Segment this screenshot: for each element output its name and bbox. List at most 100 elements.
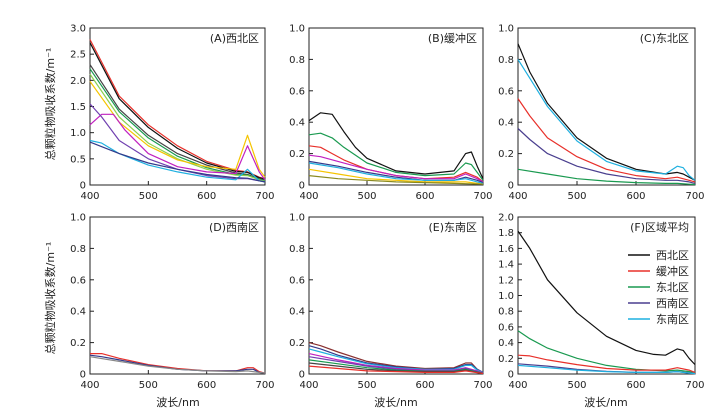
series-line [517, 168, 696, 186]
y-axis-title-top: 总颗粒物吸收系数/m⁻¹ [43, 48, 57, 161]
y-tick-label: 0 [80, 181, 86, 192]
panel-label: (A)西北区 [210, 32, 259, 45]
panel-3: 400 500 600 700 0 0.2 0.4 0.6 0.8 1.0 (C)东北区 [498, 24, 704, 203]
x-axis-title-d: 波长/nm [156, 396, 199, 409]
series-line [89, 356, 266, 374]
y-tick-label: 1.4 [498, 260, 514, 271]
y-tick-label: 0.2 [498, 354, 514, 365]
x-tick-label: 400 [508, 380, 527, 391]
y-tick-label: 2.5 [70, 50, 86, 61]
y-tick-label: 1.6 [498, 244, 514, 255]
series-line [308, 162, 484, 184]
series-line [308, 154, 484, 183]
y-tick-label: 0.2 [289, 149, 305, 160]
y-tick-label: 0.2 [70, 338, 86, 349]
y-tick-label: 0.4 [498, 338, 514, 349]
panel-4: 400 500 600 700 0 0.2 0.4 0.6 0.8 1.0 (D)西南区 [70, 213, 274, 392]
y-tick-label: 1.0 [70, 213, 86, 224]
series-line [89, 42, 266, 180]
y-tick-label: 0 [299, 370, 305, 381]
y-tick-label: 1.0 [289, 213, 305, 224]
panel-label: (D)西南区 [209, 221, 259, 234]
series-line [517, 230, 696, 366]
panel-6: 400 500 600 700 0 0.2 0.4 0.6 0.8 1.0 1.2 1.4 1.6 1.8… [498, 213, 704, 392]
series-line [517, 128, 696, 184]
series-line [517, 59, 696, 181]
y-tick-label: 1.0 [70, 128, 86, 139]
panel-5: 400 500 600 700 0 0.2 0.4 0.6 0.8 1.0 (E)东南区 [289, 213, 492, 392]
plot-frame [308, 27, 484, 186]
legend-label: 东北区 [656, 281, 689, 294]
series-line [308, 175, 484, 185]
panel-label: (C)东北区 [640, 32, 689, 45]
series-line [308, 353, 484, 374]
y-tick-label: 0.6 [70, 275, 86, 286]
legend-label: 缓冲区 [656, 264, 689, 278]
series-line [89, 139, 266, 183]
y-tick-label: 1.0 [498, 291, 514, 302]
legend-label: 西北区 [656, 249, 689, 262]
series-line [517, 364, 696, 375]
y-tick-label: 1.2 [498, 275, 514, 286]
series-line [308, 342, 484, 373]
y-tick-label: 0.4 [289, 307, 305, 318]
legend-label: 西南区 [656, 297, 689, 310]
x-tick-label: 400 [299, 380, 318, 391]
x-tick-label: 700 [255, 191, 274, 202]
x-tick-label: 700 [255, 380, 274, 391]
y-tick-label: 0.6 [289, 275, 305, 286]
y-tick-label: 1.5 [70, 102, 86, 113]
y-tick-label: 2.0 [70, 76, 86, 87]
series-line [308, 112, 484, 179]
y-tick-label: 1.8 [498, 228, 514, 239]
series-line [308, 132, 484, 181]
y-tick-label: 0.4 [289, 118, 305, 129]
panel-label: (B)缓冲区 [428, 31, 477, 45]
x-tick-label: 600 [626, 191, 645, 202]
y-tick-label: 0.6 [498, 322, 514, 333]
plot-frame [308, 216, 484, 375]
x-tick-label: 500 [139, 191, 158, 202]
y-tick-label: 1.0 [289, 24, 305, 35]
y-tick-label: 2.0 [498, 213, 514, 224]
panels: 400 500 600 70000.51.01.52.02.53.0(A)西北区400… [70, 24, 704, 392]
y-tick-label: 0 [299, 181, 305, 192]
series-line [517, 98, 696, 183]
y-tick-label: 0.8 [498, 55, 514, 66]
panel-label: (E)东南区 [428, 221, 477, 234]
series-line [308, 365, 484, 375]
x-tick-label: 400 [299, 191, 318, 202]
y-tick-label: 1.0 [498, 24, 514, 35]
plot-frame [89, 216, 266, 375]
x-tick-label: 500 [357, 380, 376, 391]
x-tick-label: 400 [80, 191, 99, 202]
series-line [308, 168, 484, 185]
series-line [308, 348, 484, 373]
x-tick-label: 400 [80, 380, 99, 391]
y-tick-label: 0.6 [289, 86, 305, 97]
plot-frame [517, 27, 696, 186]
y-tick-label: 0 [508, 370, 514, 381]
y-tick-label: 0.4 [70, 307, 86, 318]
legend-label: 东南区 [656, 313, 689, 326]
x-axis-title-f: 波长/nm [584, 396, 627, 409]
x-tick-label: 600 [197, 191, 216, 202]
series-line [89, 73, 266, 182]
series-line [89, 39, 266, 180]
x-tick-label: 700 [685, 380, 704, 391]
y-tick-label: 0.8 [70, 244, 86, 255]
series-line [517, 330, 696, 373]
plot-frame [517, 216, 696, 375]
x-tick-label: 500 [567, 191, 586, 202]
panel-2: 400 500 600 700 0 0.2 0.4 0.6 0.8 1.0 (B)缓冲区 [289, 24, 492, 203]
x-tick-label: 700 [473, 380, 492, 391]
x-tick-label: 700 [473, 191, 492, 202]
x-tick-label: 500 [567, 380, 586, 391]
y-tick-label: 0.4 [498, 118, 514, 129]
y-tick-label: 0.6 [498, 86, 514, 97]
series-line [89, 68, 266, 182]
panel-1: 400 500 600 700 0 0.5 1.0 1.5 2.0 2.5 3.0 (A)西北区 [70, 24, 274, 203]
series-line [517, 43, 696, 181]
y-tick-label: 0.8 [289, 244, 305, 255]
